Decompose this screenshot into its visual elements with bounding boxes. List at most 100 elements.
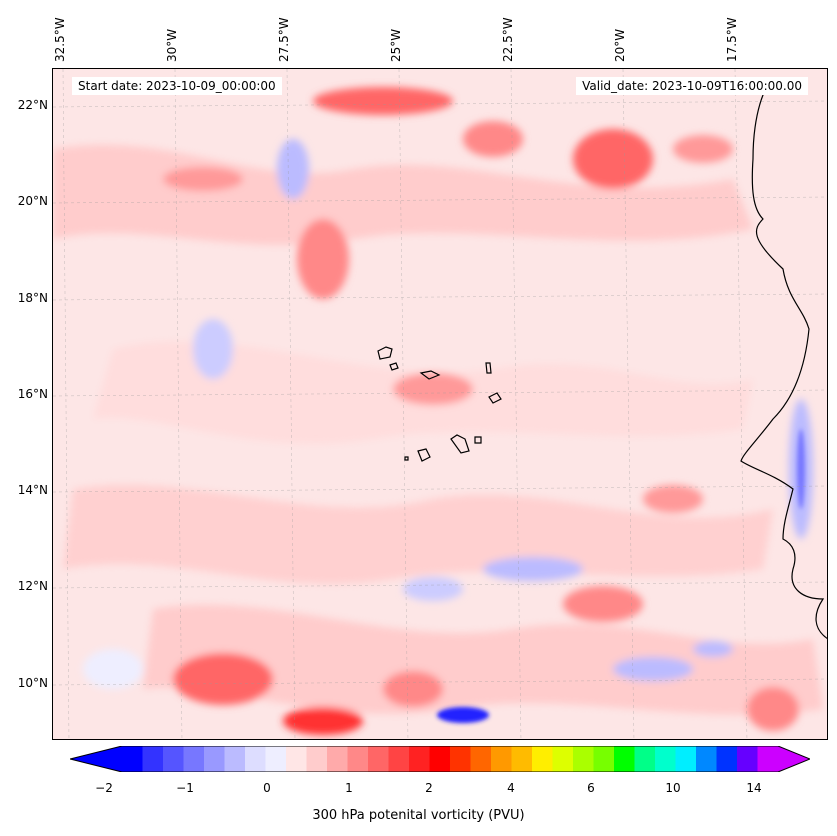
colorbar-extend-max (778, 746, 810, 772)
colorbar-segment (122, 746, 143, 772)
pv-maximum (313, 87, 453, 115)
latitude-label: 16°N (17, 387, 48, 401)
colorbar-segment (388, 746, 410, 772)
longitude-label: 32.5°W (53, 17, 67, 62)
colorbar-segment (532, 746, 553, 772)
colorbar-segment (573, 746, 594, 772)
colorbar (70, 746, 810, 772)
colorbar-segment (245, 746, 266, 772)
colorbar-tick-label: 4 (507, 781, 515, 795)
meridian-line (62, 69, 70, 739)
colorbar-tick-label: −1 (176, 781, 194, 795)
pv-minimum (613, 657, 693, 681)
pv-contours (53, 87, 823, 735)
pv-minimum (693, 641, 733, 657)
colorbar-segment (368, 746, 389, 772)
island (389, 362, 399, 371)
latitude-label: 20°N (17, 194, 48, 208)
latitude-label: 12°N (17, 579, 48, 593)
colorbar-extend-min (70, 746, 122, 772)
african-coastline (740, 78, 827, 639)
pv-minimum-core (797, 429, 805, 509)
colorbar-segment (593, 746, 615, 772)
meridian-line (174, 69, 183, 739)
meridian-line (622, 69, 635, 739)
colorbar-segment (511, 746, 533, 772)
longitude-label: 30°W (165, 28, 179, 62)
meridian-line (286, 69, 296, 739)
island (485, 362, 492, 374)
colorbar-segment (204, 746, 225, 772)
colorbar-segment (163, 746, 184, 772)
pv-minimum-core (437, 707, 489, 723)
pv-maximum (573, 129, 653, 189)
latitude-label: 14°N (17, 483, 48, 497)
colorbar-tick-label: 14 (746, 781, 762, 795)
pv-maximum (163, 167, 243, 191)
pv-minimum (277, 139, 309, 199)
colorbar-segment (634, 746, 656, 772)
island (450, 434, 470, 454)
meridian-line (734, 69, 748, 739)
island (377, 346, 393, 360)
pv-maximum (393, 373, 473, 405)
pv-minimum (83, 649, 143, 689)
pv-maximum (283, 707, 363, 735)
pv-minimum (193, 319, 233, 379)
colorbar-segment (716, 746, 738, 772)
colorbar-segment (429, 746, 451, 772)
colorbar-segment (614, 746, 635, 772)
colorbar-segment (265, 746, 287, 772)
colorbar-segment (450, 746, 471, 772)
latitude-label: 10°N (17, 676, 48, 690)
colorbar-segment (347, 746, 369, 772)
colorbar-segment (696, 746, 717, 772)
colorbar-segment (224, 746, 246, 772)
latitude-label: 22°N (17, 98, 48, 112)
pv-maximum (563, 586, 643, 622)
colorbar-segment (552, 746, 574, 772)
colorbar-segment (491, 746, 512, 772)
colorbar-tick-label: 10 (665, 781, 681, 795)
longitude-label: 27.5°W (277, 17, 291, 62)
colorbar-tick-label: 6 (587, 781, 595, 795)
island (404, 456, 409, 461)
pv-band (143, 604, 823, 715)
colorbar-tick-label: 2 (425, 781, 433, 795)
pv-maximum (673, 135, 733, 163)
pv-maximum (383, 671, 443, 707)
pv-maximum (463, 121, 523, 157)
map-panel (52, 68, 828, 740)
island (488, 392, 502, 404)
island (474, 436, 482, 444)
colorbar-segment (183, 746, 205, 772)
coastlines (377, 78, 827, 639)
colorbar-segment (675, 746, 697, 772)
pv-maximum (747, 687, 799, 731)
valid-date-label: Valid_date: 2023-10-09T16:00:00.00 (576, 77, 808, 95)
colorbar-tick-label: 0 (263, 781, 271, 795)
colorbar-segment (306, 746, 328, 772)
parallel-line (53, 293, 827, 301)
meridian-line (510, 69, 522, 739)
longitude-label: 22.5°W (501, 17, 515, 62)
colorbar-tick-label: 1 (345, 781, 353, 795)
pv-minimum (483, 557, 583, 581)
pv-field-map (53, 69, 827, 739)
colorbar-tick-label: −2 (95, 781, 113, 795)
colorbar-segment (470, 746, 492, 772)
colorbar-label: 300 hPa potenital vorticity (PVU) (312, 808, 525, 823)
pv-minimum (403, 577, 463, 601)
start-date-label: Start date: 2023-10-09_00:00:00 (72, 77, 282, 95)
pv-maximum (643, 485, 703, 513)
pv-maximum (297, 219, 349, 299)
pv-band (63, 484, 773, 584)
latitude-label: 18°N (17, 291, 48, 305)
gridlines (53, 69, 827, 739)
colorbar-segment (327, 746, 348, 772)
island (419, 370, 441, 380)
colorbar-segment (409, 746, 430, 772)
colorbar-segment (757, 746, 779, 772)
colorbar-segment (142, 746, 164, 772)
island (417, 448, 431, 462)
